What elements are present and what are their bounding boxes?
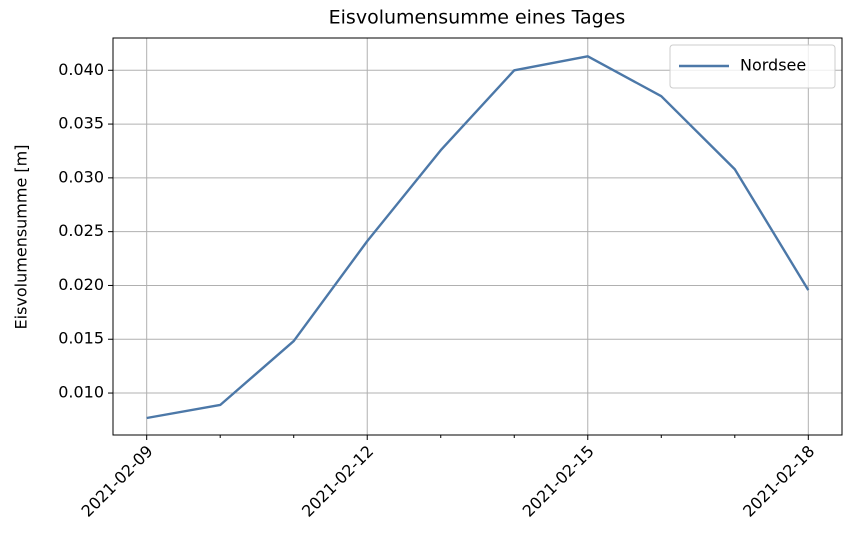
y-tick-label: 0.020 — [58, 275, 104, 294]
x-tick-label: 2021-02-18 — [739, 442, 818, 521]
y-axis-label: Eisvolumensumme [m] — [12, 145, 31, 330]
chart-title: Eisvolumensumme eines Tages — [329, 7, 626, 29]
x-tick-label: 2021-02-12 — [298, 442, 377, 521]
plot-frame — [112, 37, 843, 436]
y-tick-label: 0.010 — [58, 383, 104, 402]
legend-label: Nordsee — [740, 56, 806, 75]
y-tick-label: 0.015 — [58, 329, 104, 348]
data-line — [146, 55, 810, 420]
y-tick-label: 0.040 — [58, 60, 104, 79]
x-tick-label: 2021-02-09 — [78, 442, 157, 521]
y-tick-label: 0.030 — [58, 167, 104, 186]
legend-box — [669, 44, 836, 89]
y-tick-label: 0.035 — [58, 114, 104, 133]
x-tick-label: 2021-02-15 — [519, 442, 598, 521]
y-tick-label: 0.025 — [58, 221, 104, 240]
